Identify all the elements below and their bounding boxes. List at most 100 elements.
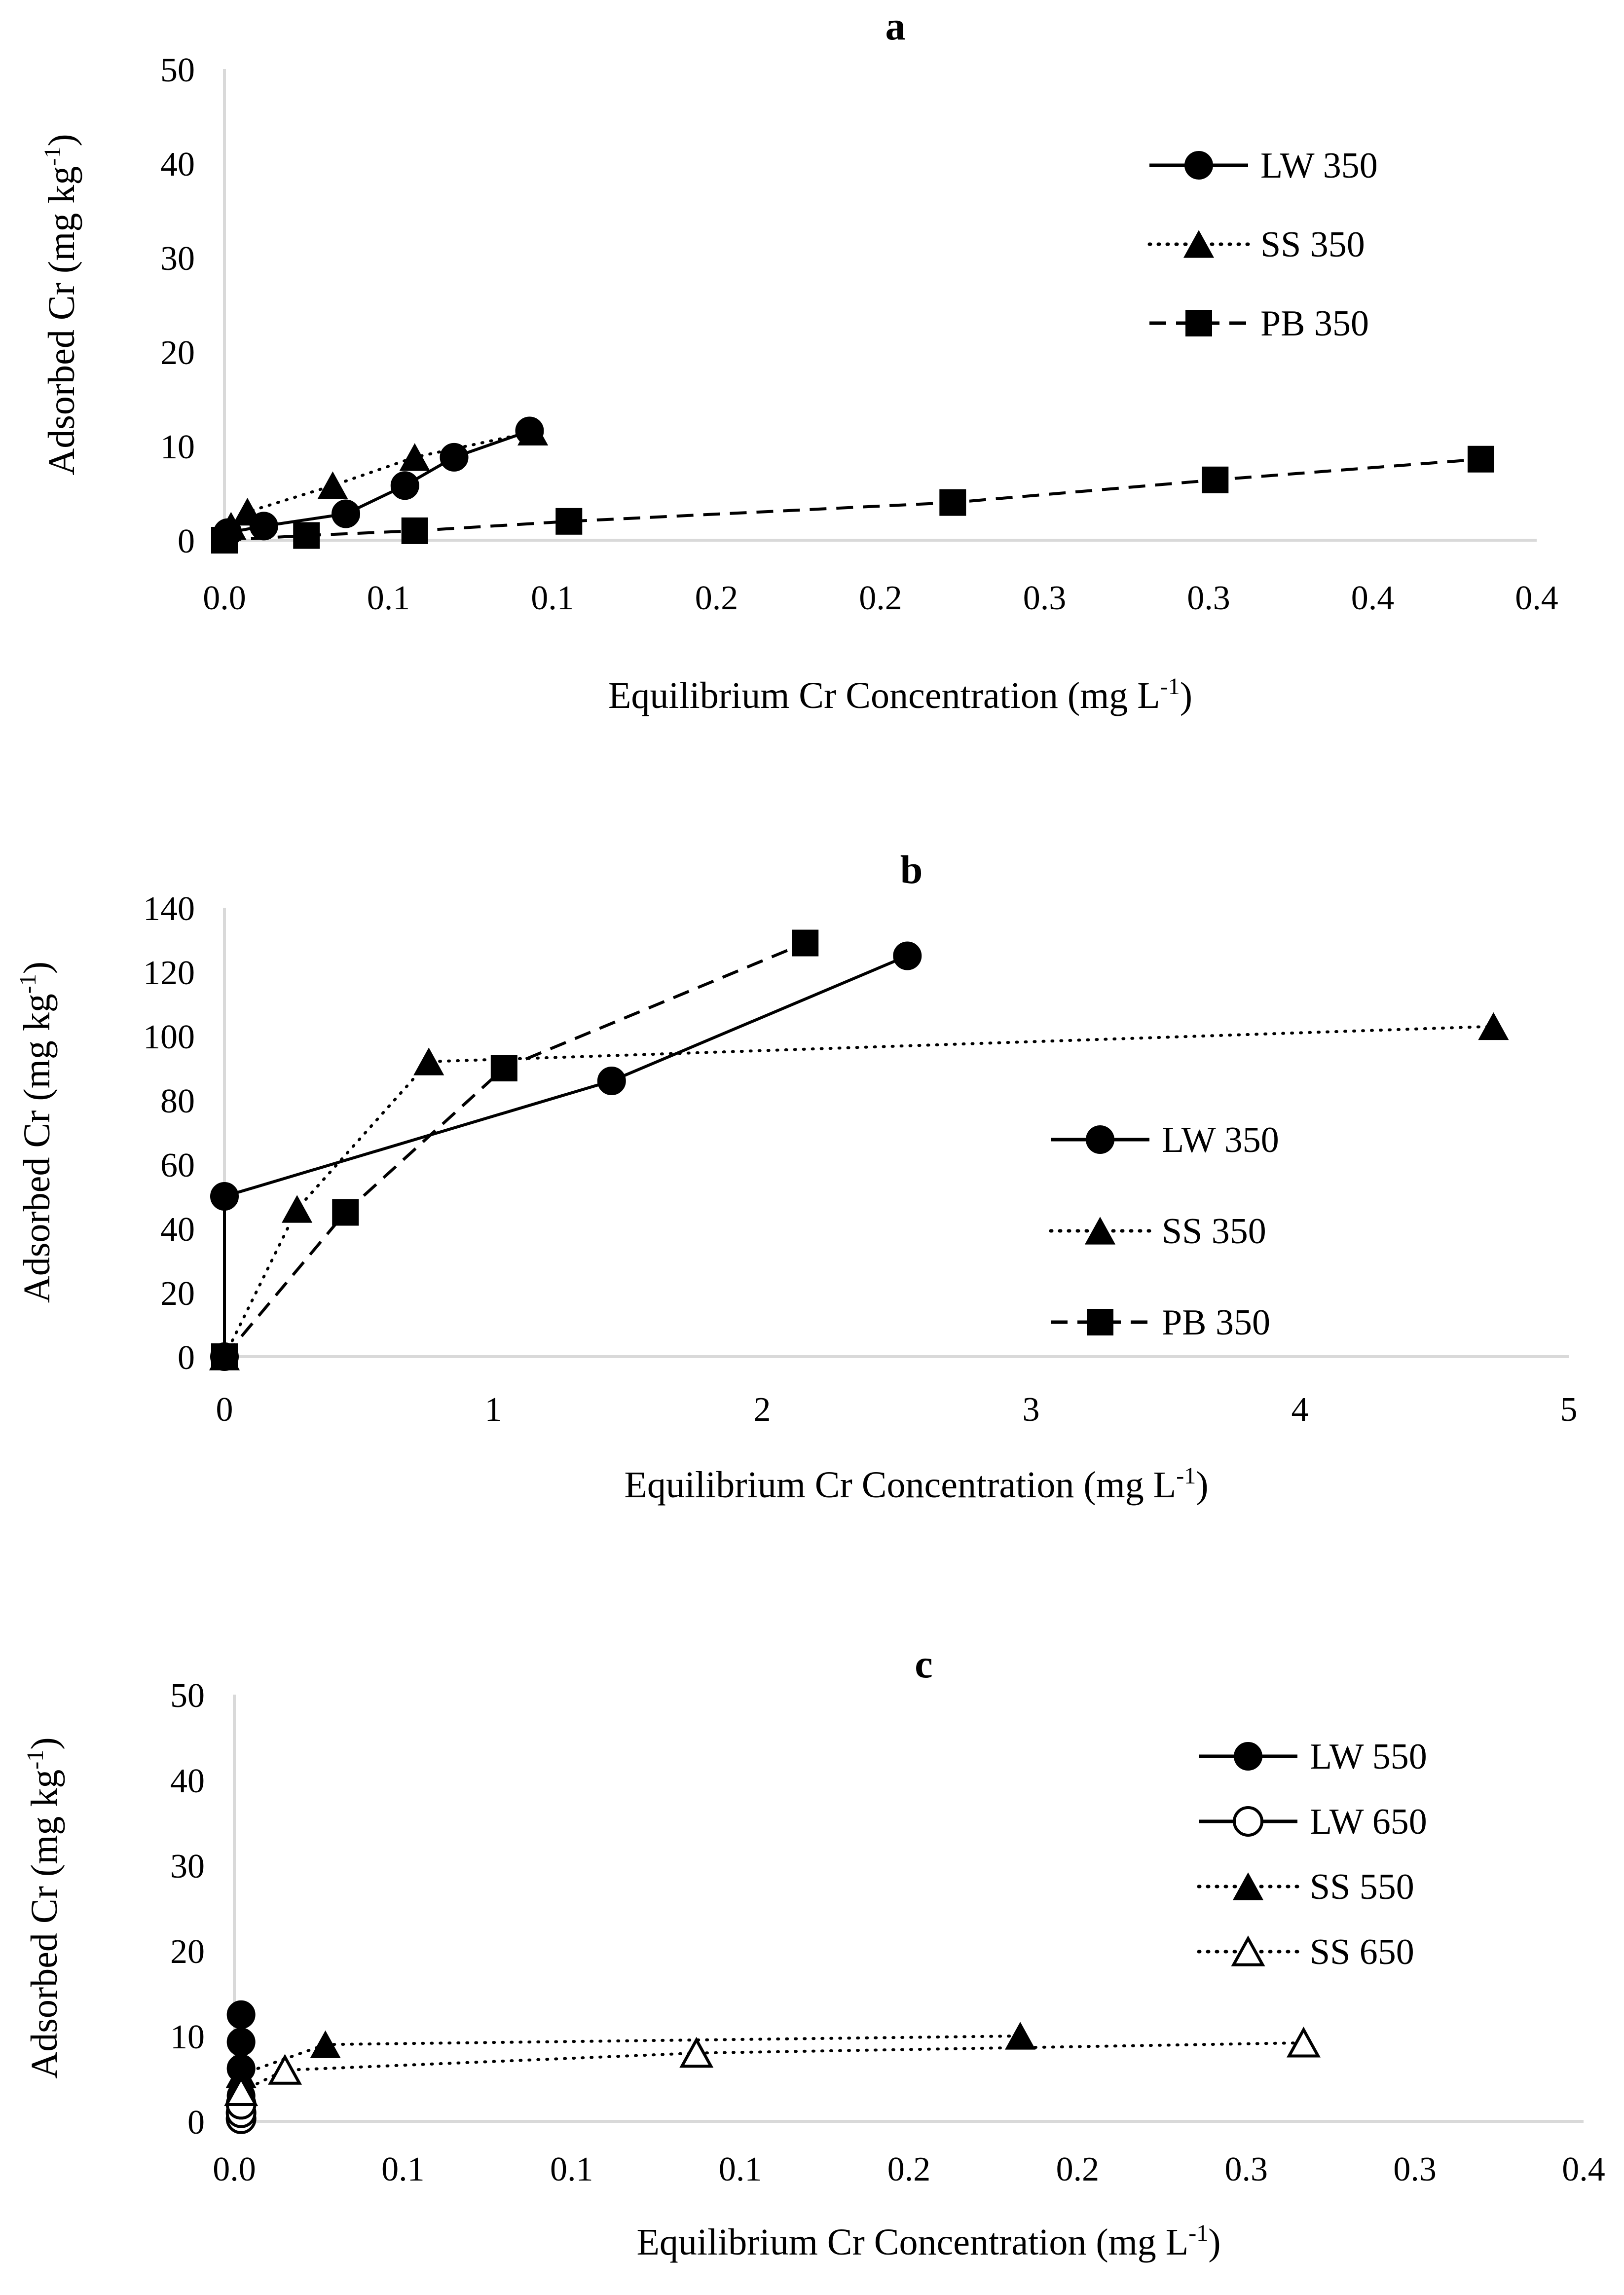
panel-c-y-tick-label: 20 [170,1933,205,1971]
panel-a-title: a [886,3,906,48]
data-point [1478,1012,1509,1040]
panel-b-y-tick-label: 140 [143,890,195,928]
data-point [282,1195,313,1223]
legend-marker [1232,1872,1264,1900]
data-point [293,522,320,549]
data-point [555,508,583,535]
data-point [413,1047,444,1075]
panel-b-x-tick-label: 0 [216,1391,233,1429]
series-lw-350 [210,941,922,1371]
panel-a-y-tick-label: 20 [160,334,195,372]
data-point [211,1343,238,1370]
legend-entry-label: PB 350 [1260,303,1369,344]
data-point [390,471,419,500]
data-point [211,527,238,554]
data-point [893,941,922,970]
panel-b-legend: LW 350 SS 350 PB 350 [1049,1120,1279,1343]
legend-entry-label: LW 350 [1260,146,1378,186]
data-point [268,2054,302,2085]
panel-c-x-tick-label: 0.1 [381,2150,425,2188]
panel-b-y-tick-label: 120 [143,954,195,992]
series-ss-650 [224,2027,1321,2107]
data-point [1287,2027,1321,2058]
data-point [232,498,263,526]
data-point [1467,445,1494,473]
panel-a-y-axis-title: Adsorbed Cr (mg kg-1) [39,134,82,475]
panel-c-x-tick-label: 0.3 [1225,2150,1268,2188]
data-point [399,443,430,471]
series-line [223,954,908,1357]
panel-b: b 0 20 40 60 80 100 120 140 0 1 2 3 4 5 Equilibrium Cr … [15,847,1578,1506]
panel-c-x-tick-label: 0.0 [213,2150,256,2188]
legend-entry-label: SS 350 [1162,1211,1266,1252]
legend-marker [1233,1806,1263,1837]
panel-b-y-tick-label: 80 [160,1082,195,1120]
panel-b-x-tick-label: 5 [1560,1391,1578,1429]
panel-a-y-tick-label: 0 [178,522,195,560]
panel-c-x-tick-label: 0.2 [1056,2150,1100,2188]
panel-b-y-axis-title: Adsorbed Cr (mg kg-1) [15,962,58,1303]
panel-a-x-tick-label: 0.4 [1351,579,1395,617]
series-line [223,1025,1495,1358]
legend-entry-label: PB 350 [1162,1302,1270,1343]
panel-a-x-tick-label: 0.1 [531,579,574,617]
series-pb-350 [211,929,819,1370]
data-point [332,1199,359,1226]
data-point [310,2030,341,2058]
panel-a: a 0 10 20 30 40 50 0.0 0.1 0.1 0.2 0.2 0.3 0.3 0.4 0.4 E… [39,3,1558,716]
legend-entry-label: SS 650 [1310,1932,1414,1972]
panel-a-x-tick-label: 0.2 [859,579,902,617]
panel-c-x-tick-label: 0.1 [719,2150,762,2188]
legend-marker [1185,310,1212,336]
series-line [239,2035,1022,2076]
panel-b-title: b [900,847,923,892]
panel-b-y-tick-label: 40 [160,1211,195,1249]
legend-entry-label: LW 350 [1162,1120,1279,1160]
data-point [317,471,348,499]
panel-c-y-tick-label: 30 [170,1848,205,1886]
panel-a-y-tick-label: 40 [160,146,195,184]
panel-c-x-tick-label: 0.1 [550,2150,593,2188]
legend-entry-label: SS 550 [1310,1867,1414,1907]
panel-a-x-axis-title: Equilibrium Cr Concentration (mg L-1) [608,673,1192,716]
panel-a-y-tick-label: 50 [160,51,195,89]
data-point [597,1067,626,1095]
legend-entry-label: LW 550 [1310,1737,1427,1777]
series-line [239,2041,1305,2093]
panel-a-x-tick-label: 0.3 [1023,579,1067,617]
series-ss-550 [225,2022,1036,2088]
legend-marker [1231,1935,1265,1966]
panel-a-x-tick-label: 0.1 [367,579,410,617]
data-point [332,499,361,528]
panel-c: c 0 10 20 30 40 50 0.0 0.1 0.1 0.1 0.2 0.2 0.3 0.3 0.4 E… [22,1641,1605,2263]
panel-b-y-tick-label: 20 [160,1275,195,1313]
panel-c-y-tick-label: 0 [187,2104,205,2142]
panel-c-x-tick-label: 0.3 [1393,2150,1437,2188]
data-point [1202,466,1229,493]
legend-marker [1087,1309,1113,1335]
data-point [210,1182,239,1211]
legend-marker [1183,230,1215,258]
data-point [226,2028,256,2057]
data-point [1005,2022,1036,2050]
panel-a-x-tick-label: 0.0 [203,579,246,617]
panel-c-y-tick-label: 50 [170,1677,205,1715]
panel-a-y-tick-label: 30 [160,240,195,278]
legend-marker [1234,1742,1262,1771]
panel-b-y-tick-label: 60 [160,1147,195,1185]
panel-c-y-axis-title: Adsorbed Cr (mg kg-1) [22,1737,65,2078]
series-line [223,941,806,1358]
data-point [792,929,819,957]
panel-a-x-tick-label: 0.4 [1515,579,1558,617]
panel-b-y-tick-label: 100 [143,1018,195,1056]
data-point [679,2036,714,2068]
legend-entry-label: LW 650 [1310,1802,1427,1842]
panel-c-y-tick-label: 40 [170,1762,205,1800]
panel-b-x-axis-title: Equilibrium Cr Concentration (mg L-1) [625,1463,1209,1506]
panel-c-x-tick-label: 0.2 [887,2150,931,2188]
panel-c-x-tick-label: 0.4 [1562,2150,1605,2188]
panel-c-x-axis-title: Equilibrium Cr Concentration (mg L-1) [637,2220,1221,2263]
series-pb-350 [211,445,1494,554]
panel-b-y-tick-label: 0 [178,1339,195,1377]
